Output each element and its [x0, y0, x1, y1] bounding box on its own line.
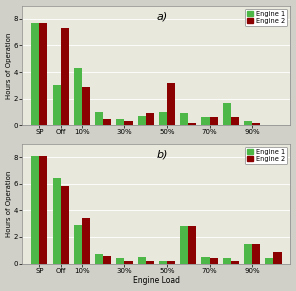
- Bar: [223, 103, 231, 125]
- Bar: [210, 258, 218, 263]
- Bar: [82, 87, 90, 125]
- Bar: [244, 121, 252, 125]
- Bar: [252, 123, 260, 125]
- Bar: [159, 261, 167, 263]
- Bar: [167, 83, 175, 125]
- Bar: [116, 119, 124, 125]
- Bar: [210, 117, 218, 125]
- Bar: [39, 23, 47, 125]
- Bar: [95, 254, 103, 263]
- Bar: [265, 258, 274, 263]
- Bar: [124, 121, 133, 125]
- Bar: [202, 257, 210, 263]
- Bar: [103, 255, 111, 263]
- Bar: [167, 261, 175, 263]
- Text: b): b): [156, 150, 168, 160]
- Text: a): a): [156, 12, 168, 22]
- Bar: [180, 113, 188, 125]
- Bar: [116, 258, 124, 263]
- Bar: [74, 68, 82, 125]
- Bar: [74, 225, 82, 263]
- Bar: [146, 113, 154, 125]
- Bar: [124, 261, 133, 263]
- Bar: [146, 261, 154, 263]
- Bar: [202, 117, 210, 125]
- X-axis label: Engine Load: Engine Load: [133, 276, 180, 285]
- Bar: [82, 218, 90, 263]
- Bar: [39, 156, 47, 263]
- Bar: [61, 28, 69, 125]
- Legend: Engine 1, Engine 2: Engine 1, Engine 2: [244, 147, 287, 164]
- Bar: [52, 178, 61, 263]
- Bar: [223, 258, 231, 263]
- Bar: [231, 117, 239, 125]
- Bar: [103, 119, 111, 125]
- Bar: [231, 261, 239, 263]
- Bar: [138, 257, 146, 263]
- Y-axis label: Hours of Operation: Hours of Operation: [6, 171, 12, 237]
- Bar: [31, 23, 39, 125]
- Bar: [138, 116, 146, 125]
- Y-axis label: Hours of Operation: Hours of Operation: [6, 32, 12, 99]
- Bar: [252, 244, 260, 263]
- Bar: [95, 112, 103, 125]
- Bar: [61, 186, 69, 263]
- Bar: [159, 112, 167, 125]
- Bar: [188, 123, 196, 125]
- Bar: [52, 85, 61, 125]
- Bar: [244, 244, 252, 263]
- Bar: [180, 226, 188, 263]
- Legend: Engine 1, Engine 2: Engine 1, Engine 2: [244, 9, 287, 26]
- Bar: [274, 251, 281, 263]
- Bar: [188, 226, 196, 263]
- Bar: [31, 156, 39, 263]
